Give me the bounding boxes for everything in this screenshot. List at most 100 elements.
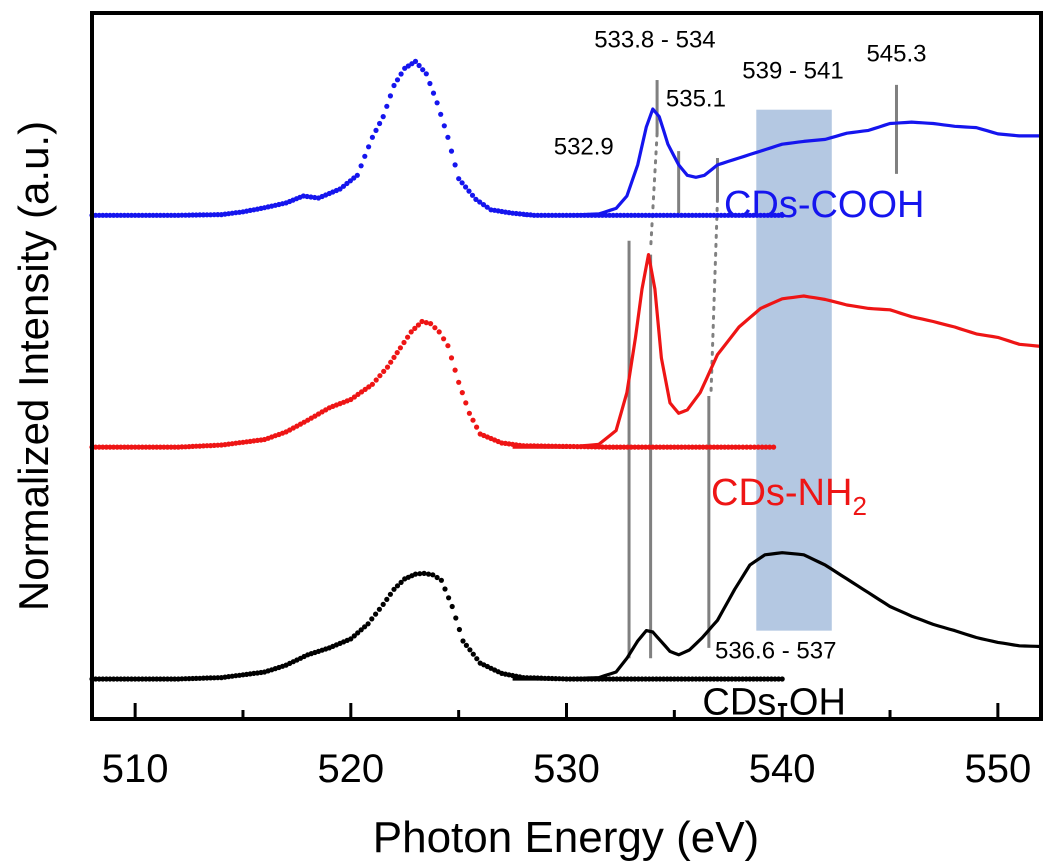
data-point	[646, 444, 652, 450]
data-point	[718, 444, 724, 450]
data-point	[729, 676, 735, 682]
data-point	[743, 212, 749, 218]
peak-guide-dashed	[649, 132, 659, 251]
data-point	[700, 676, 706, 682]
data-point	[139, 212, 145, 218]
series-label: CDs-COOH	[724, 184, 925, 226]
data-point	[740, 444, 746, 450]
data-point	[412, 325, 418, 331]
data-point	[693, 676, 699, 682]
data-point	[146, 444, 153, 450]
data-point	[355, 630, 361, 636]
data-point	[463, 184, 469, 190]
data-point	[779, 212, 785, 218]
data-point	[146, 212, 153, 218]
data-point	[668, 212, 674, 218]
data-point	[157, 444, 163, 450]
data-point	[380, 114, 386, 120]
data-point	[729, 444, 735, 450]
data-point	[107, 212, 113, 218]
data-point	[614, 676, 620, 682]
peak-annotation: 535.1	[666, 85, 726, 112]
data-point	[446, 595, 452, 601]
data-point	[736, 212, 742, 218]
data-point	[436, 329, 442, 335]
data-point	[107, 444, 113, 450]
data-point	[711, 212, 717, 218]
data-point	[93, 444, 99, 450]
data-point	[417, 571, 423, 577]
data-point	[678, 676, 685, 682]
data-point	[114, 676, 120, 682]
data-point	[682, 212, 688, 218]
data-point	[434, 100, 440, 106]
data-point	[114, 212, 120, 218]
data-point	[369, 616, 375, 622]
data-point	[139, 444, 145, 450]
data-point	[650, 444, 656, 450]
data-point	[136, 444, 142, 450]
data-point	[380, 601, 386, 608]
data-point	[614, 212, 620, 218]
data-point	[722, 444, 728, 450]
data-point	[610, 212, 616, 218]
data-point	[707, 212, 713, 218]
data-point	[758, 676, 764, 682]
data-point	[164, 676, 171, 682]
data-point	[466, 410, 472, 416]
data-point	[693, 212, 699, 218]
data-point	[463, 642, 469, 649]
data-point	[632, 444, 638, 450]
data-point	[344, 180, 350, 187]
data-point	[387, 591, 393, 597]
data-point	[397, 345, 403, 351]
data-point	[146, 676, 153, 682]
data-point	[747, 444, 754, 450]
data-point	[172, 676, 178, 682]
data-point	[460, 638, 466, 644]
data-point	[678, 212, 685, 218]
data-point	[711, 444, 717, 450]
data-point	[718, 676, 724, 682]
series-label-main: CDs-NH	[711, 472, 852, 514]
data-point	[391, 82, 397, 89]
data-point	[470, 651, 476, 657]
data-point	[671, 444, 677, 450]
data-point	[743, 676, 749, 682]
plot-area: CDs-COOH CDs-NH2 CDs-OH 533.8 - 534 545.3 539…	[89, 27, 1042, 723]
data-point	[714, 212, 721, 218]
data-point	[351, 633, 357, 639]
data-point	[632, 676, 638, 682]
data-point	[111, 676, 117, 682]
data-point	[621, 676, 627, 682]
data-point	[639, 444, 645, 450]
data-point	[425, 571, 432, 577]
data-point	[607, 676, 613, 682]
data-point	[412, 58, 419, 64]
data-point	[441, 336, 447, 342]
peak-annotation: 539 - 541	[742, 58, 843, 85]
data-point	[754, 676, 760, 682]
data-point	[747, 212, 753, 218]
data-point	[132, 676, 138, 682]
data-point	[381, 368, 387, 374]
data-point	[398, 579, 404, 586]
data-point	[308, 194, 314, 200]
data-point	[607, 444, 613, 450]
data-point	[740, 212, 746, 218]
data-point	[366, 144, 372, 150]
data-point	[754, 212, 760, 218]
data-point	[118, 444, 124, 450]
data-point	[430, 90, 437, 96]
data-point	[653, 676, 660, 682]
data-point	[646, 212, 652, 218]
data-point	[354, 172, 360, 178]
series-line	[523, 107, 1041, 217]
data-point	[661, 676, 667, 682]
data-point	[358, 627, 364, 633]
data-point	[635, 212, 642, 218]
data-point	[643, 212, 649, 218]
data-point	[704, 212, 710, 218]
data-point	[603, 212, 609, 218]
data-point	[388, 359, 394, 365]
